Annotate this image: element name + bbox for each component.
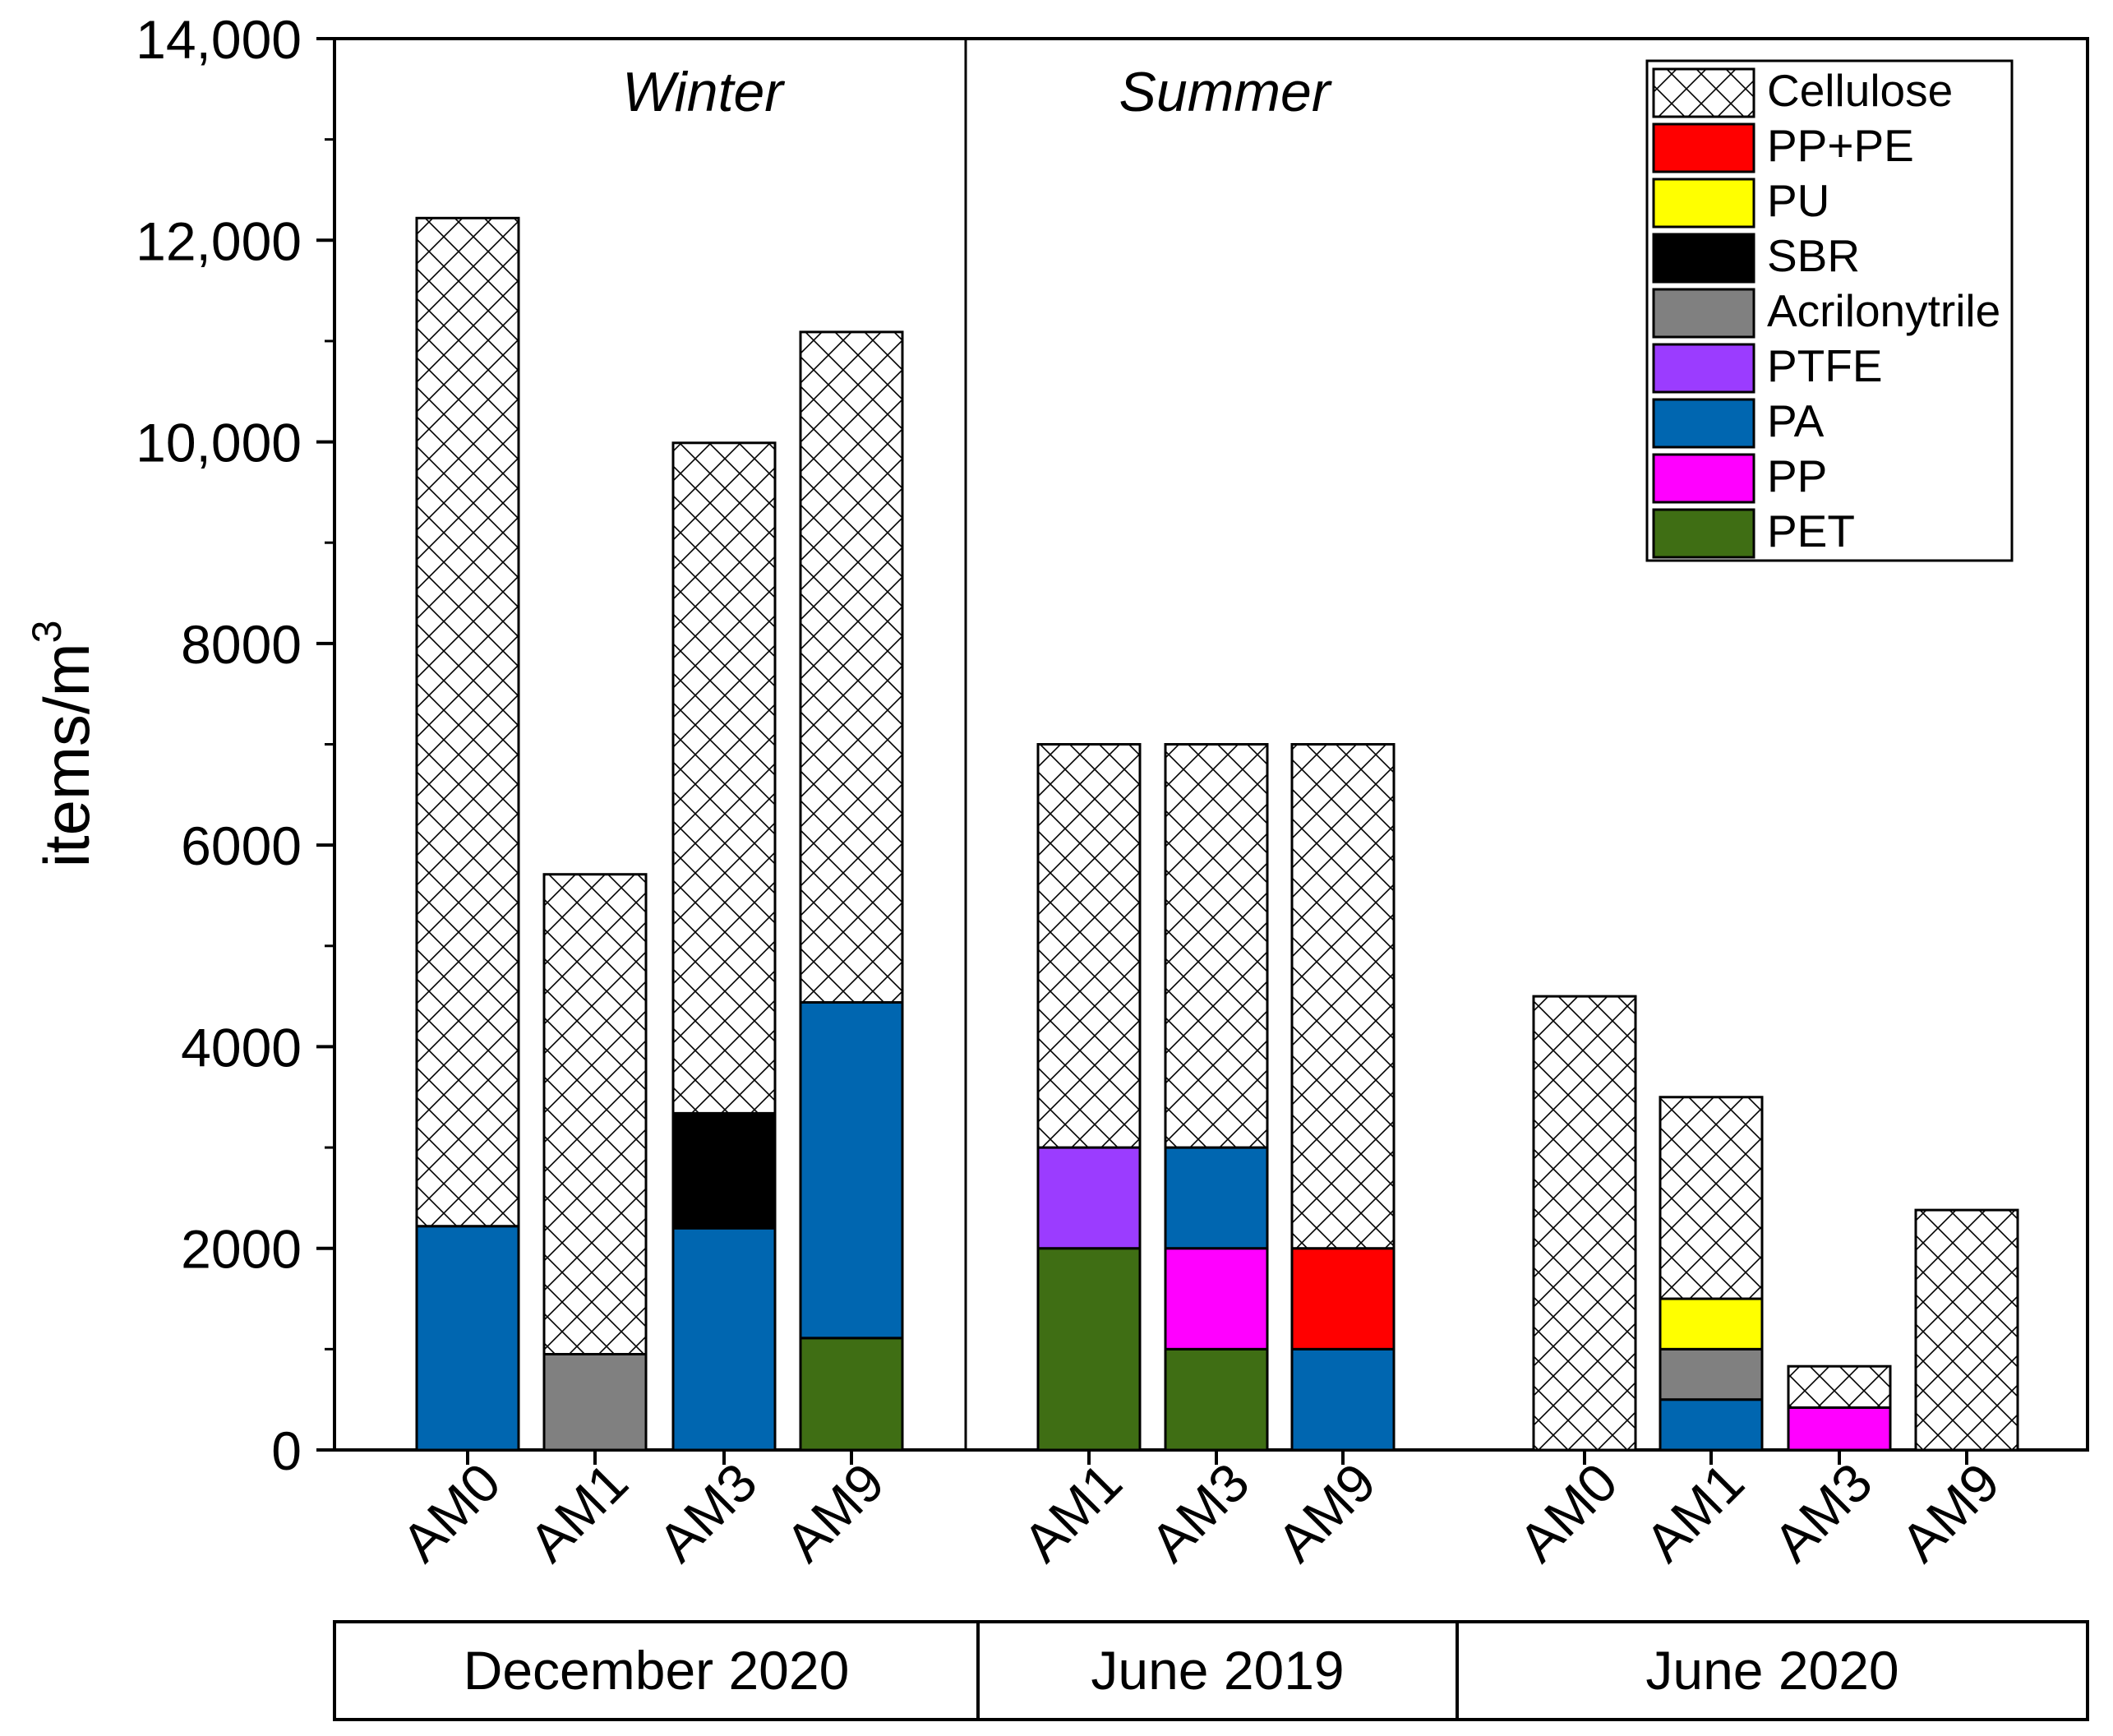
bar-december-2020-am0	[415, 216, 520, 1452]
bar-segment-pp-pe	[1290, 1247, 1396, 1350]
bar-december-2020-am1	[542, 873, 648, 1452]
bar-segment-pet	[799, 1337, 904, 1452]
x-tick-label: AM0	[1507, 1452, 1629, 1573]
legend-swatch-pa	[1652, 398, 1755, 449]
x-tick-label: AM3	[647, 1452, 768, 1573]
group-label-december-2020: December 2020	[464, 1640, 850, 1701]
bar-segment-cellulose	[1290, 743, 1396, 1250]
legend-swatch-ptfe	[1652, 343, 1755, 394]
bar-segment-acrilonytrile	[542, 1352, 648, 1452]
x-tick-label: AM9	[1266, 1452, 1387, 1573]
y-tick-label: 8000	[181, 614, 302, 675]
x-axis: AM0 AM1 AM3 AM9 AM1 AM3 AM9 AM0 AM1 AM3 AM9	[390, 1450, 2011, 1573]
bar-segment-pa	[1290, 1347, 1396, 1452]
legend-label-cellulose: Cellulose	[1767, 65, 1953, 116]
x-tick-label: AM1	[1012, 1452, 1133, 1573]
y-tick-label: 2000	[181, 1219, 302, 1280]
bar-segment-acrilonytrile	[1659, 1347, 1764, 1401]
bar-segment-pet	[1036, 1247, 1142, 1452]
x-tick-label: AM9	[774, 1452, 896, 1573]
bar-june-2019-am1	[1036, 743, 1142, 1452]
bar-june-2020-am0	[1532, 995, 1637, 1452]
bar-segment-cellulose	[1659, 1096, 1764, 1300]
season-label-summer: Summer	[1119, 61, 1332, 123]
season-label-winter: Winter	[622, 61, 785, 123]
bar-segment-sbr	[671, 1111, 777, 1230]
legend: CellulosePP+PEPUSBRAcrilonytrilePTFEPAPP…	[1645, 59, 2014, 562]
bar-june-2019-am9	[1290, 743, 1396, 1452]
bar-segment-cellulose	[1036, 743, 1142, 1149]
x-tick-label: AM9	[1889, 1452, 2011, 1573]
legend-label-pp-pe: PP+PE	[1767, 120, 1914, 171]
bars	[415, 216, 2019, 1452]
bar-segment-pa	[1164, 1146, 1269, 1250]
bar-segment-pa	[671, 1226, 777, 1452]
x-tick-label: AM3	[1762, 1452, 1884, 1573]
bar-december-2020-am3	[671, 441, 777, 1452]
legend-label-pet: PET	[1767, 506, 1855, 556]
y-tick-label: 6000	[181, 815, 302, 876]
y-tick-label: 14,000	[136, 9, 302, 70]
bar-june-2020-am1	[1659, 1096, 1764, 1452]
y-tick-label: 12,000	[136, 210, 302, 271]
y-tick-label: 0	[271, 1420, 302, 1481]
group-label-table: December 2020 June 2019 June 2020	[333, 1620, 2089, 1721]
legend-swatch-pp-pe	[1652, 122, 1755, 173]
y-axis: 0 2000 4000 6000 8000 10,000 12,000 14,000	[136, 9, 334, 1481]
legend-label-pa: PA	[1767, 395, 1825, 446]
legend-label-acrilonytrile: Acrilonytrile	[1767, 285, 2000, 336]
bar-segment-pa	[799, 1000, 904, 1340]
bar-segment-pp	[1164, 1247, 1269, 1350]
legend-swatch-sbr	[1652, 233, 1755, 284]
legend-swatch-pet	[1652, 508, 1755, 559]
y-tick-label: 4000	[181, 1017, 302, 1078]
legend-label-sbr: SBR	[1767, 230, 1860, 281]
legend-label-pp: PP	[1767, 450, 1827, 501]
bar-segment-cellulose	[799, 330, 904, 1004]
bar-segment-cellulose	[1532, 995, 1637, 1452]
bar-segment-ptfe	[1036, 1146, 1142, 1250]
x-tick-label: AM3	[1139, 1452, 1261, 1573]
bar-segment-cellulose	[415, 216, 520, 1228]
x-tick-label: AM0	[390, 1452, 512, 1573]
bar-segment-cellulose	[542, 873, 648, 1355]
bar-segment-cellulose	[1787, 1364, 1892, 1409]
legend-swatch-acrilonytrile	[1652, 288, 1755, 339]
legend-swatch-pu	[1652, 178, 1755, 229]
legend-swatch-pp	[1652, 453, 1755, 504]
bar-june-2020-am3	[1787, 1364, 1892, 1452]
bar-segment-cellulose	[671, 441, 777, 1115]
bar-segment-cellulose	[1914, 1208, 2019, 1452]
legend-label-pu: PU	[1767, 175, 1829, 226]
x-tick-label: AM1	[1634, 1452, 1755, 1573]
bar-segment-pet	[1164, 1347, 1269, 1452]
bar-segment-cellulose	[1164, 743, 1269, 1149]
bar-segment-pa	[415, 1225, 520, 1452]
bar-june-2020-am9	[1914, 1208, 2019, 1452]
x-tick-label: AM1	[518, 1452, 639, 1573]
bar-segment-pp	[1787, 1406, 1892, 1452]
bar-segment-pu	[1659, 1297, 1764, 1350]
group-label-june-2019: June 2019	[1091, 1640, 1344, 1701]
group-table-border	[333, 1620, 2089, 1721]
bar-june-2019-am3	[1164, 743, 1269, 1452]
bar-segment-pa	[1659, 1398, 1764, 1452]
group-label-june-2020: June 2020	[1645, 1640, 1898, 1701]
bar-december-2020-am9	[799, 330, 904, 1452]
legend-swatch-cellulose	[1652, 67, 1755, 118]
y-axis-label: items/m3	[24, 621, 103, 868]
y-tick-label: 10,000	[136, 413, 302, 473]
legend-label-ptfe: PTFE	[1767, 340, 1883, 391]
